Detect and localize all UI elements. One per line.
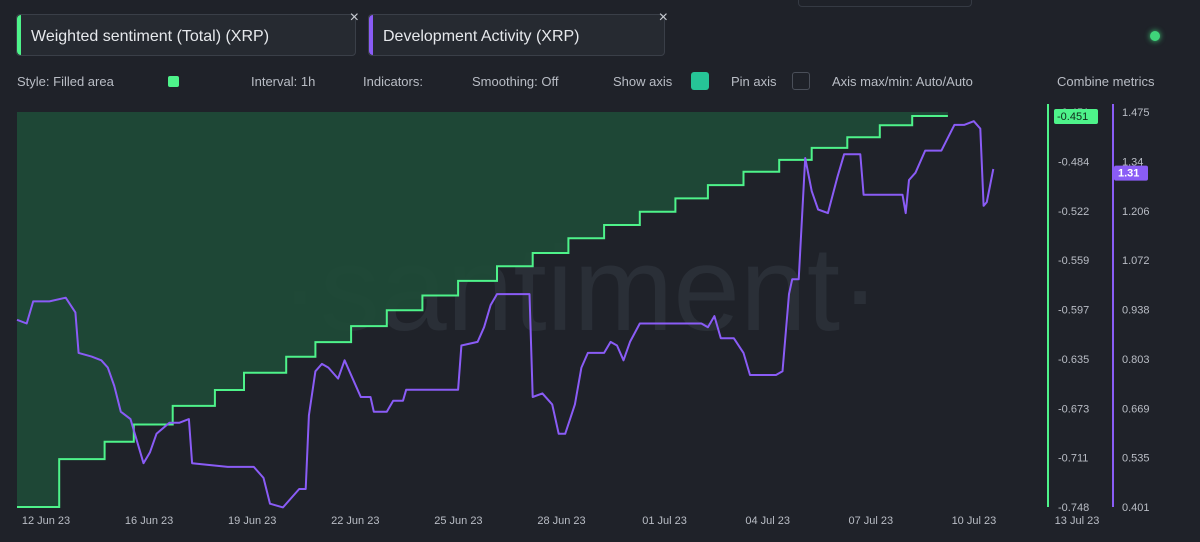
development-y-tick: 1.072 bbox=[1122, 255, 1150, 267]
metric-chip-weighted-sentiment[interactable]: Weighted sentiment (Total) (XRP) × bbox=[16, 9, 359, 56]
sentiment-y-tick: -0.597 bbox=[1058, 305, 1089, 317]
smoothing-setting[interactable]: Smoothing: Off bbox=[472, 74, 559, 89]
indicators-setting[interactable]: Indicators: bbox=[363, 74, 423, 89]
live-status-indicator bbox=[1150, 31, 1160, 41]
axes-layer: -0.451 -0.484 -0.522 -0.559 -0.597 -0.635 -0.6… bbox=[22, 104, 1150, 527]
x-tick-label: 01 Jul 23 bbox=[642, 515, 687, 527]
close-icon[interactable]: × bbox=[658, 9, 668, 26]
development-y-tick: 0.669 bbox=[1122, 403, 1150, 415]
metric-color-bar bbox=[369, 15, 373, 55]
development-value-badge bbox=[1114, 165, 1148, 181]
development-y-tick: 0.535 bbox=[1122, 453, 1150, 465]
close-icon[interactable]: × bbox=[349, 9, 359, 26]
sentiment-y-tick: -0.522 bbox=[1058, 206, 1089, 218]
sentiment-value-badge bbox=[1054, 108, 1098, 124]
pin-axis-checkbox[interactable] bbox=[792, 72, 810, 90]
sentiment-y-tick: -0.484 bbox=[1058, 156, 1089, 168]
development-y-tick: 1.475 bbox=[1122, 107, 1150, 119]
sentiment-y-tick: -0.559 bbox=[1058, 255, 1089, 267]
sentiment-line bbox=[17, 115, 948, 508]
top-panel-edge bbox=[798, 0, 972, 7]
development-y-tick: 1.206 bbox=[1122, 206, 1150, 218]
sentiment-y-tick: -0.673 bbox=[1058, 403, 1089, 415]
combine-metrics-button[interactable]: Combine metrics bbox=[1057, 74, 1155, 89]
metric-chip-development-activity[interactable]: Development Activity (XRP) × bbox=[368, 9, 668, 56]
series-lines-layer bbox=[16, 115, 995, 509]
style-setting[interactable]: Style: Filled area bbox=[17, 74, 114, 89]
development-y-tick: 0.401 bbox=[1122, 502, 1150, 514]
x-tick-label: 16 Jun 23 bbox=[125, 515, 173, 527]
x-tick-label: 12 Jun 23 bbox=[22, 515, 70, 527]
x-tick-label: 28 Jun 23 bbox=[537, 515, 585, 527]
x-tick-label: 22 Jun 23 bbox=[331, 515, 379, 527]
sentiment-y-tick: -0.711 bbox=[1058, 453, 1088, 465]
chart-settings-bar: Style: Filled area Interval: 1h Indicato… bbox=[0, 72, 1200, 92]
x-tick-label: 19 Jun 23 bbox=[228, 515, 276, 527]
x-tick-label: 07 Jul 23 bbox=[848, 515, 893, 527]
x-tick-label: 25 Jun 23 bbox=[434, 515, 482, 527]
development-y-tick: 0.803 bbox=[1122, 354, 1150, 366]
show-axis-label: Show axis bbox=[613, 74, 673, 89]
development-y-tick: 0.938 bbox=[1122, 305, 1150, 317]
metric-color-bar bbox=[17, 15, 21, 55]
metric-label: Development Activity (XRP) bbox=[383, 28, 580, 45]
development-y-tick: 1.34 bbox=[1122, 156, 1143, 168]
axis-maxmin-setting[interactable]: Axis max/min: Auto/Auto bbox=[832, 74, 973, 89]
x-tick-label: 04 Jul 23 bbox=[745, 515, 790, 527]
x-tick-label: 13 Jul 23 bbox=[1055, 515, 1100, 527]
development-activity-line bbox=[16, 120, 995, 509]
sentiment-area-layer bbox=[17, 112, 948, 507]
show-axis-checkbox[interactable] bbox=[691, 72, 709, 90]
sentiment-y-tick: -0.635 bbox=[1058, 354, 1089, 366]
sentiment-area-fill bbox=[17, 112, 948, 507]
development-value-label: 1.31 bbox=[1118, 168, 1139, 180]
sentiment-value-label: -0.451 bbox=[1057, 111, 1088, 123]
x-tick-label: 10 Jul 23 bbox=[952, 515, 997, 527]
interval-setting[interactable]: Interval: 1h bbox=[251, 74, 316, 89]
sentiment-y-tick: -0.748 bbox=[1058, 502, 1089, 514]
pin-axis-label: Pin axis bbox=[731, 74, 777, 89]
style-color-swatch[interactable] bbox=[168, 76, 179, 87]
metric-label: Weighted sentiment (Total) (XRP) bbox=[31, 28, 270, 45]
